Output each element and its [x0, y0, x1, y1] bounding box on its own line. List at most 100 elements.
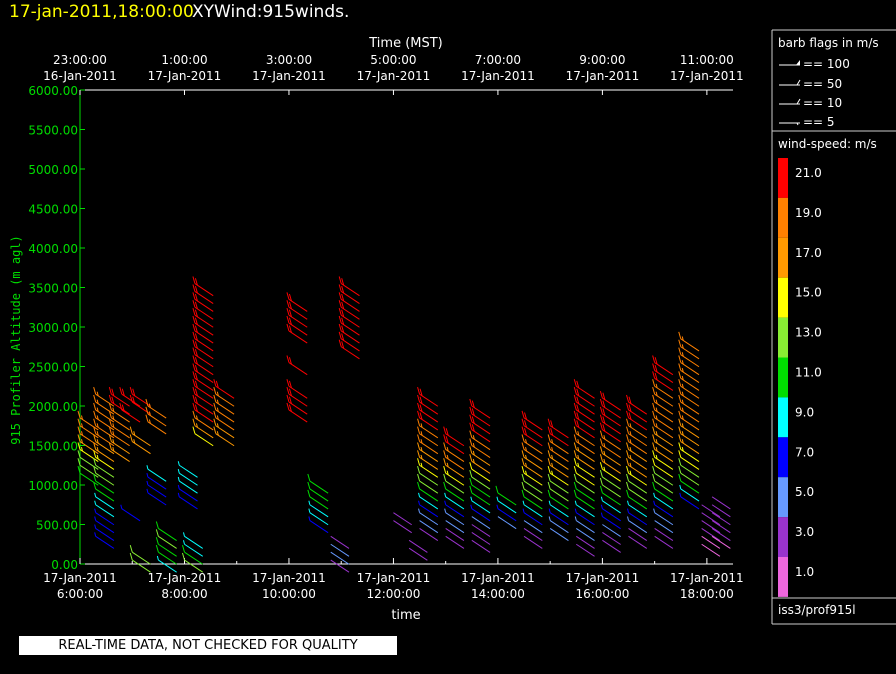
- wind-barb: [129, 426, 151, 447]
- barb-full: [288, 301, 292, 310]
- wind-barb: [192, 418, 214, 439]
- wind-barb: [574, 500, 595, 518]
- barb-half: [551, 462, 554, 468]
- barb-staff: [680, 456, 700, 470]
- barb-staff: [471, 500, 491, 514]
- barb-full: [93, 426, 97, 434]
- barb-half: [146, 472, 149, 478]
- x-tick-time: 16:00:00: [575, 587, 629, 601]
- barb-staff: [471, 460, 491, 474]
- top-tick-time: 9:00:00: [579, 53, 625, 67]
- barb-staff: [158, 551, 177, 565]
- top-tick-time: 3:00:00: [266, 53, 312, 67]
- barb-half: [548, 500, 551, 505]
- wind-barb: [678, 434, 700, 455]
- barb-staff: [654, 417, 674, 431]
- barb-half: [120, 504, 123, 509]
- y-tick-label: 2500.00: [28, 361, 78, 375]
- barb-full: [288, 357, 292, 365]
- colorbar-band: [778, 517, 788, 557]
- barb-staff: [576, 535, 595, 549]
- wind-barb: [678, 402, 700, 423]
- barb-half: [216, 415, 219, 420]
- barb-full: [286, 300, 290, 308]
- wind-barb: [108, 418, 130, 439]
- barb-staff: [131, 551, 151, 565]
- barb-full: [213, 418, 217, 426]
- wind-barb: [626, 489, 648, 510]
- barb-full: [286, 323, 290, 332]
- colorbar-label: 3.0: [795, 525, 814, 539]
- barb-half: [525, 446, 528, 452]
- barb-full: [521, 481, 525, 490]
- barb-full: [108, 402, 112, 411]
- barb-full: [341, 293, 345, 302]
- wind-barb: [192, 300, 214, 320]
- barb-full: [521, 426, 525, 434]
- barb-full: [213, 426, 217, 434]
- wind-barb: [521, 473, 543, 494]
- barb-full: [129, 434, 133, 442]
- colorbar-label: 1.0: [795, 565, 814, 579]
- barb-full: [286, 402, 290, 411]
- barb-staff: [95, 472, 115, 486]
- barb-half: [177, 476, 180, 482]
- barb-full: [77, 458, 81, 466]
- wind-barb: [330, 543, 350, 557]
- wind-barb: [469, 454, 491, 474]
- barb-full: [213, 394, 217, 403]
- barb-staff: [680, 362, 700, 376]
- barb-half: [420, 454, 423, 460]
- barb-staff: [95, 417, 115, 431]
- wind-barb: [213, 410, 235, 431]
- barb-full: [93, 410, 97, 418]
- wind-barb: [330, 535, 350, 549]
- wind-barb: [418, 500, 439, 518]
- barb-staff: [471, 445, 491, 459]
- barb-full: [93, 418, 97, 426]
- wind-barb: [626, 410, 648, 431]
- barb-full: [145, 406, 149, 415]
- barb-staff: [288, 401, 308, 415]
- barb-full: [192, 276, 196, 284]
- barb-half: [216, 407, 219, 412]
- wind-barb: [701, 543, 721, 557]
- barb-staff: [628, 433, 648, 447]
- wind-barb: [711, 535, 731, 549]
- top-tick-date: 17-Jan-2011: [566, 69, 640, 83]
- barb-full: [417, 458, 421, 466]
- barb-full: [573, 402, 577, 411]
- barb-staff: [602, 437, 621, 451]
- wind-barb: [573, 466, 595, 486]
- barb-full: [678, 355, 682, 363]
- barb-full: [417, 466, 421, 474]
- barb-staff: [576, 433, 595, 447]
- barb-full: [678, 450, 682, 458]
- barb-staff: [309, 480, 329, 494]
- barb-full: [521, 489, 525, 497]
- wind-barb: [338, 292, 360, 312]
- barb-staff: [628, 496, 648, 510]
- barb-full: [524, 412, 528, 420]
- wind-barb: [444, 500, 465, 518]
- barb-full: [108, 434, 112, 442]
- barb-full: [573, 387, 577, 395]
- barb-half: [94, 508, 97, 513]
- barb-full: [286, 315, 290, 324]
- barb-full: [145, 414, 149, 422]
- barb-full: [417, 410, 421, 418]
- barb-full: [132, 388, 136, 396]
- wind-barb: [469, 485, 491, 506]
- colorbar-band: [778, 158, 788, 198]
- wind-barb: [678, 339, 700, 360]
- barb-staff: [654, 535, 674, 549]
- barb-half: [96, 423, 99, 428]
- barb-full: [469, 398, 473, 407]
- barb-staff: [194, 417, 214, 431]
- barb-full: [678, 339, 682, 347]
- barb-staff: [158, 535, 177, 549]
- barb-staff: [602, 500, 621, 514]
- barb-staff: [194, 362, 214, 376]
- wind-barb: [521, 489, 543, 510]
- y-tick-label: 5000.00: [28, 163, 78, 177]
